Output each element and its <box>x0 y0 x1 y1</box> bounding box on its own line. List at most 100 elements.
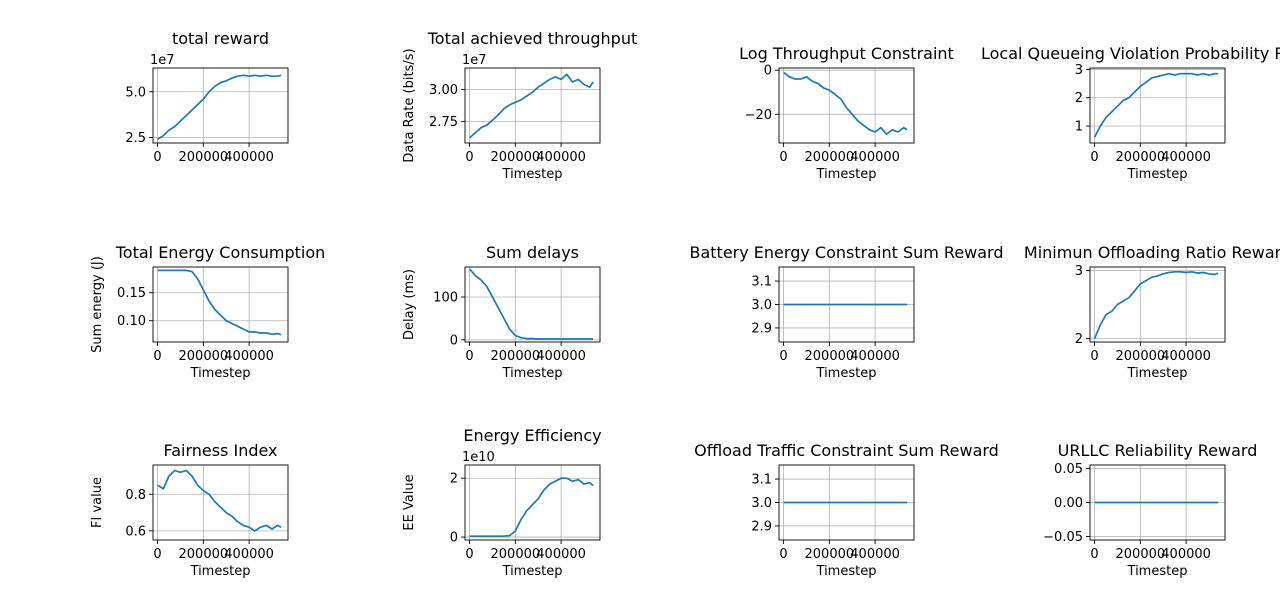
axes-frame <box>1089 67 1226 144</box>
x-tick-label: 200000 <box>1116 150 1166 165</box>
x-tick-label: 200000 <box>805 349 855 364</box>
y-tick-label: 2.5 <box>125 131 146 146</box>
series-line-1 <box>469 73 594 139</box>
y-tick-label: 3.0 <box>751 496 772 511</box>
axes-frame <box>464 67 601 144</box>
y-tick-label: 0 <box>764 64 772 79</box>
x-tick-label: 400000 <box>224 349 274 364</box>
x-tick-label: 0 <box>1090 349 1098 364</box>
x-tick-label: 0 <box>153 150 161 165</box>
x-tick-label: 200000 <box>1116 349 1166 364</box>
y-tick-label: 5.0 <box>125 85 146 100</box>
y-tick-label: 0 <box>450 531 458 546</box>
y-tick-label: 2 <box>1075 91 1083 106</box>
x-tick-label: 400000 <box>536 547 586 562</box>
x-tick-label: 200000 <box>179 349 229 364</box>
y-tick-label: 0.05 <box>1054 462 1083 477</box>
axes-frame <box>152 266 289 343</box>
x-axis-label: Timestep <box>1127 366 1188 381</box>
axes-frame <box>1089 266 1226 343</box>
y-tick-label: 3.0 <box>751 298 772 313</box>
y-axis-label: Sum energy (J) <box>90 256 105 353</box>
x-tick-label: 0 <box>779 150 787 165</box>
series-line-1 <box>783 71 908 136</box>
x-tick-label: 400000 <box>850 349 900 364</box>
series-line-1 <box>157 74 282 141</box>
x-tick-label: 0 <box>465 150 473 165</box>
x-axis-label: Timestep <box>1127 564 1188 579</box>
x-tick-label: 200000 <box>491 547 541 562</box>
subplot-title: Total Energy Consumption <box>115 243 326 262</box>
x-tick-label: 400000 <box>850 547 900 562</box>
x-tick-label: 200000 <box>179 150 229 165</box>
x-tick-label: 0 <box>779 547 787 562</box>
y-tick-label: 2 <box>1075 332 1083 347</box>
axes-frame <box>464 266 601 343</box>
x-axis-label: Timestep <box>190 366 251 381</box>
y-axis-label: FI value <box>90 477 105 528</box>
y-offset-label: 1e7 <box>150 53 175 68</box>
x-tick-label: 0 <box>153 349 161 364</box>
y-tick-label: 2.9 <box>751 321 772 336</box>
y-offset-label: 1e7 <box>462 53 487 68</box>
x-tick-label: 0 <box>153 547 161 562</box>
y-tick-label: 3 <box>1075 63 1083 78</box>
series-line-1 <box>1093 270 1219 339</box>
x-axis-label: Timestep <box>816 366 877 381</box>
x-tick-label: 200000 <box>179 547 229 562</box>
subplot-title: total reward <box>172 29 269 48</box>
y-tick-label: 3.1 <box>751 275 772 290</box>
y-offset-label: 1e10 <box>462 450 495 465</box>
x-tick-label: 200000 <box>805 150 855 165</box>
y-tick-label: 0.10 <box>117 314 146 329</box>
axes-frame <box>778 67 915 144</box>
subplot-title: Log Throughput Constraint <box>739 44 954 63</box>
x-tick-label: 0 <box>779 349 787 364</box>
x-tick-label: 200000 <box>1116 547 1166 562</box>
y-tick-label: 3 <box>1075 264 1083 279</box>
x-tick-label: 0 <box>465 547 473 562</box>
axes-frame <box>464 464 601 541</box>
y-tick-label: 0.00 <box>1054 496 1083 511</box>
x-tick-label: 400000 <box>224 150 274 165</box>
x-axis-label: Timestep <box>1127 167 1188 182</box>
subplot-title: Total achieved throughput <box>427 29 637 48</box>
x-tick-label: 400000 <box>1161 150 1211 165</box>
y-tick-label: 3.00 <box>429 83 458 98</box>
y-tick-label: 3.1 <box>751 473 772 488</box>
axes-frame <box>152 464 289 541</box>
subplot-title: Sum delays <box>486 243 579 262</box>
x-tick-label: 0 <box>1090 150 1098 165</box>
y-axis-label: Data Rate (bits/s) <box>402 48 417 162</box>
subplot-title: Battery Energy Constraint Sum Reward <box>690 243 1004 262</box>
y-tick-label: 2.75 <box>429 115 458 130</box>
axes-frame <box>152 67 289 144</box>
y-tick-label: 2.9 <box>751 519 772 534</box>
x-axis-label: Timestep <box>190 564 251 579</box>
y-tick-label: 0.15 <box>117 286 146 301</box>
series-line-1 <box>469 477 594 538</box>
x-tick-label: 0 <box>1090 547 1098 562</box>
y-tick-label: 0 <box>450 333 458 348</box>
y-tick-label: 100 <box>433 291 458 306</box>
x-tick-label: 400000 <box>536 150 586 165</box>
y-tick-label: 2 <box>450 472 458 487</box>
series-line-1 <box>157 269 282 336</box>
y-tick-label: −0.05 <box>1043 530 1083 545</box>
subplot-title: Energy Efficiency <box>463 426 601 445</box>
x-tick-label: 200000 <box>491 349 541 364</box>
y-tick-label: 1 <box>1075 120 1083 135</box>
x-tick-label: 400000 <box>1161 349 1211 364</box>
x-axis-label: Timestep <box>816 564 877 579</box>
